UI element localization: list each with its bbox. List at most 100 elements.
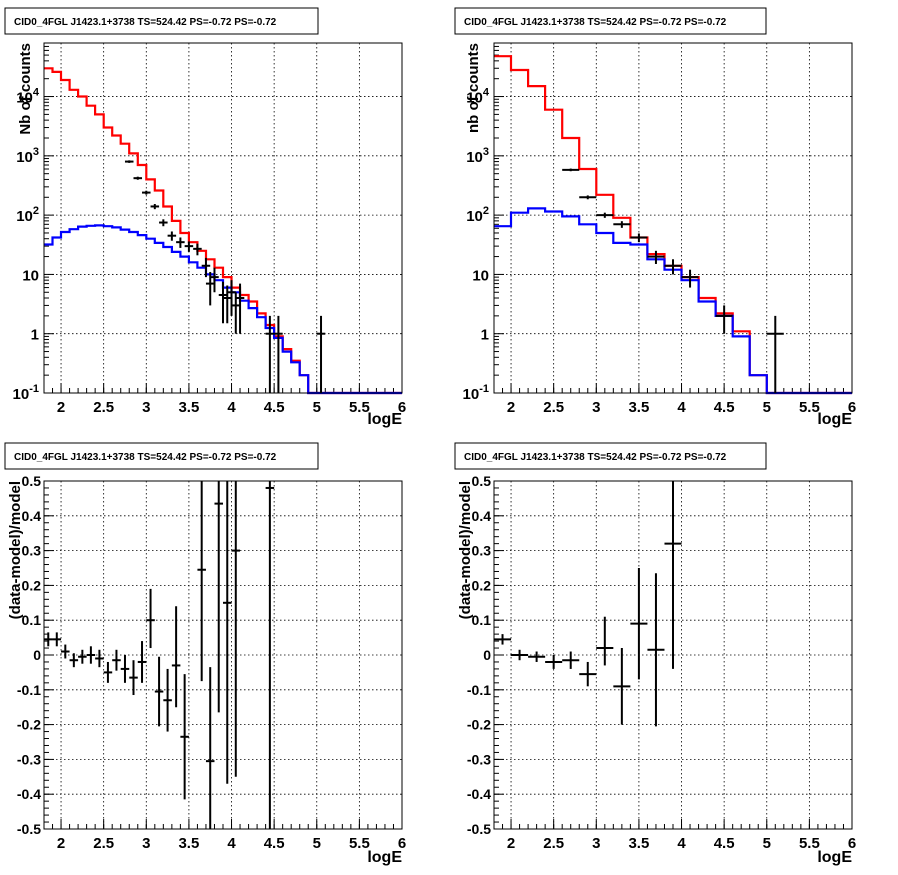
data-point — [193, 243, 202, 256]
data-point — [715, 305, 733, 334]
y-tick-label: 10-1 — [13, 383, 39, 403]
y-tick-label: 103 — [16, 146, 39, 166]
data-point — [231, 481, 241, 777]
y-axis-label: (data-model)/model — [7, 481, 24, 619]
x-tick-label: 6 — [848, 399, 856, 416]
y-tick-label: -0.1 — [17, 682, 41, 698]
y-tick-label: -0.5 — [467, 821, 491, 837]
y-tick-label: 0.4 — [22, 508, 42, 524]
chart-panel-3: CID0_4FGL J1423.1+3738 TS=524.42 PS=-0.7… — [4, 442, 406, 866]
data-point — [223, 481, 232, 784]
data-point — [197, 481, 206, 682]
x-tick-label: 5.5 — [349, 399, 370, 416]
data-point — [167, 231, 177, 241]
x-tick-label: 2.5 — [93, 399, 114, 416]
x-tick-label: 5.5 — [349, 835, 370, 852]
x-tick-label: 4 — [677, 835, 686, 852]
x-tick-label: 3 — [142, 399, 150, 416]
data-point — [61, 644, 70, 659]
data-point — [227, 280, 236, 316]
data-point — [146, 588, 155, 649]
y-tick-label: 102 — [16, 205, 39, 225]
plot-frame — [43, 42, 403, 394]
data-point — [545, 655, 563, 669]
y-tick-label: -0.2 — [467, 717, 491, 733]
x-tick-label: 2 — [57, 835, 65, 852]
y-tick-label: 104 — [466, 87, 490, 107]
x-tick-label: 3 — [142, 835, 150, 852]
y-tick-label: 0.3 — [22, 543, 42, 559]
data-point — [171, 606, 181, 708]
chart-title: CID0_4FGL J1423.1+3738 TS=524.42 PS=-0.7… — [14, 452, 277, 463]
x-tick-label: 3 — [592, 835, 600, 852]
y-tick-label: 10-1 — [463, 383, 489, 403]
data-point — [163, 668, 172, 732]
x-tick-label: 4.5 — [714, 399, 735, 416]
plot-frame — [43, 480, 403, 830]
data-point — [664, 481, 682, 669]
x-tick-label: 6 — [398, 399, 406, 416]
data-point — [52, 632, 62, 647]
x-tick-label: 5 — [763, 835, 771, 852]
x-axis-label: logE — [367, 411, 402, 428]
title-box — [4, 442, 319, 470]
model-source-histogram — [494, 207, 852, 395]
chart-title: CID0_4FGL J1423.1+3738 TS=524.42 PS=-0.7… — [14, 17, 277, 28]
plot-frame — [493, 42, 853, 394]
x-axis-label: logE — [817, 411, 852, 428]
data-point — [103, 661, 113, 683]
data-point — [86, 646, 96, 664]
y-tick-label: 0.2 — [472, 577, 492, 593]
y-tick-label: 0.4 — [472, 508, 492, 524]
y-tick-label: 10 — [22, 267, 39, 284]
y-tick-label: 104 — [16, 87, 40, 107]
model-source-histogram — [44, 224, 402, 395]
y-tick-label: -0.3 — [467, 751, 491, 767]
data-point — [766, 315, 784, 393]
y-tick-label: 0.2 — [22, 577, 42, 593]
x-tick-label: 3.5 — [628, 399, 649, 416]
y-tick-label: 103 — [466, 146, 489, 166]
data-point — [511, 649, 529, 661]
data-point — [44, 632, 53, 647]
chart-panel-2: CID0_4FGL J1423.1+3738 TS=524.42 PS=-0.7… — [454, 7, 856, 428]
x-tick-label: 2.5 — [543, 399, 564, 416]
data-point — [154, 656, 164, 727]
data-point — [579, 195, 597, 200]
data-point — [265, 481, 275, 829]
x-tick-label: 4 — [227, 835, 236, 852]
data-point — [201, 257, 211, 278]
data-point — [647, 250, 665, 264]
x-tick-label: 5 — [313, 399, 321, 416]
y-tick-label: -0.4 — [467, 786, 491, 802]
x-axis-label: logE — [367, 849, 402, 866]
y-tick-label: 0.1 — [472, 612, 492, 628]
data-point — [235, 283, 245, 334]
y-tick-label: -0.1 — [467, 682, 491, 698]
data-point — [613, 648, 631, 725]
title-box — [4, 7, 319, 35]
x-tick-label: 4 — [677, 399, 686, 416]
data-point — [630, 233, 648, 243]
x-tick-label: 4.5 — [264, 399, 285, 416]
data-point — [647, 573, 665, 727]
title-box — [454, 7, 767, 35]
x-tick-label: 5 — [763, 399, 771, 416]
y-tick-label: 0.1 — [22, 612, 42, 628]
x-tick-label: 2 — [507, 835, 515, 852]
data-point — [180, 674, 189, 800]
y-tick-label: 0.5 — [472, 473, 492, 489]
data-point — [133, 176, 143, 180]
data-point — [562, 168, 580, 172]
y-tick-label: 102 — [466, 205, 489, 225]
y-axis-label: (data-model)/model — [457, 481, 474, 619]
data-point — [142, 190, 151, 195]
data-point — [150, 204, 160, 210]
x-tick-label: 6 — [848, 835, 856, 852]
data-point — [596, 616, 614, 666]
y-tick-label: -0.3 — [17, 751, 41, 767]
data-point — [274, 315, 283, 393]
data-point — [176, 237, 185, 248]
model-total-histogram — [44, 67, 402, 395]
data-point — [579, 661, 597, 687]
